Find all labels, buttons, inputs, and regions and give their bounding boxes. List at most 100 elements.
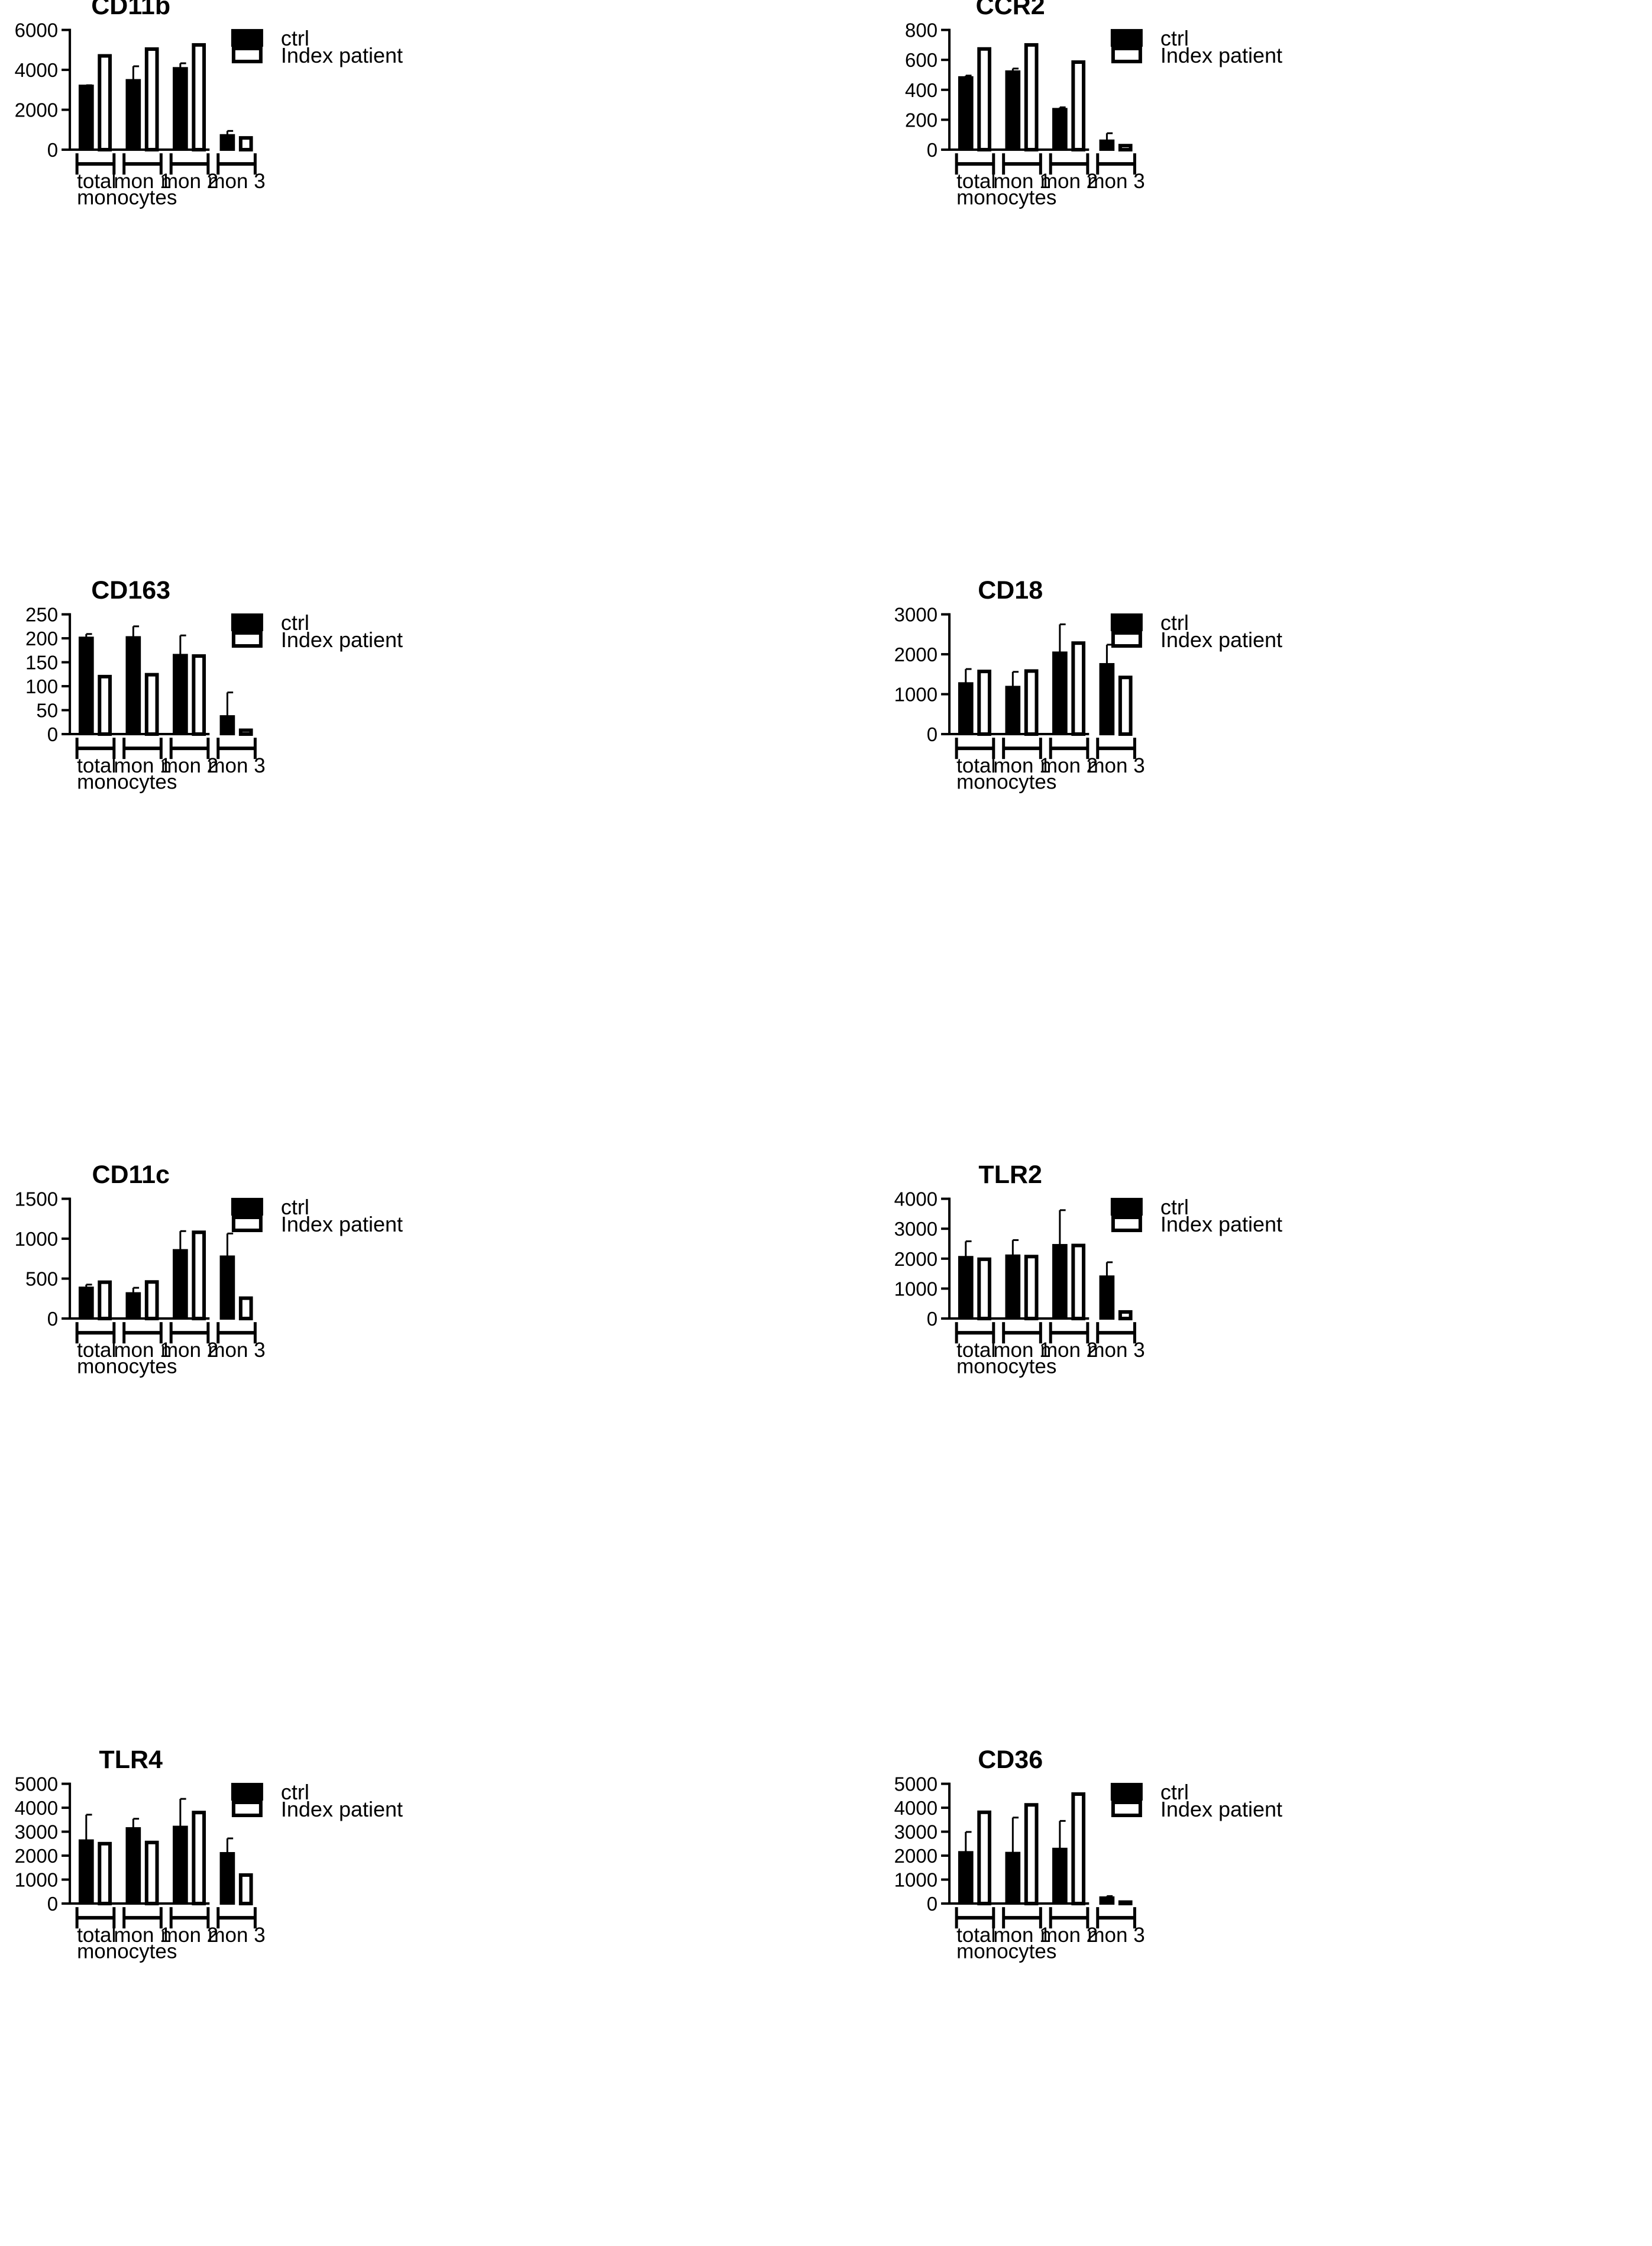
group-label: mon 1	[993, 1339, 1050, 1362]
bar-ctrl-4	[219, 715, 235, 736]
y-tick-label: 400	[905, 79, 937, 101]
legend-label-patient: Index patient	[1160, 1212, 1282, 1236]
y-tick-label: 2000	[894, 1845, 937, 1867]
bar-patient-4	[238, 136, 253, 152]
bar-ctrl-2	[125, 1292, 141, 1320]
group-label: monocytes	[77, 186, 177, 209]
legend-label-patient: Index patient	[281, 628, 403, 652]
y-tick-label: 0	[47, 139, 58, 161]
bar-patient-3	[192, 654, 206, 736]
group-label: mon 3	[208, 170, 265, 193]
legend-swatch-ctrl	[231, 1198, 263, 1216]
bar-patient-2	[144, 1280, 159, 1321]
group-label: mon 2	[161, 754, 218, 777]
bar-patient-2	[144, 47, 159, 152]
group-label: mon 1	[114, 754, 171, 777]
group-label: total	[77, 754, 116, 777]
group-label: mon 1	[114, 1339, 171, 1362]
bar-ctrl-4	[1099, 139, 1115, 151]
legend-swatch-ctrl	[1110, 1198, 1143, 1216]
chart-title: CCR2	[976, 0, 1045, 20]
y-tick-label: 1000	[894, 684, 937, 706]
bar-ctrl-2	[1005, 70, 1021, 151]
bar-ctrl-4	[219, 1255, 235, 1320]
y-tick-label: 0	[927, 723, 937, 745]
y-tick-label: 0	[47, 723, 58, 745]
group-label: monocytes	[956, 1355, 1056, 1378]
group-label: mon 1	[114, 1924, 171, 1947]
group-label: monocytes	[77, 770, 177, 793]
bar-ctrl-1	[958, 1256, 974, 1320]
y-tick-label: 3000	[894, 1821, 937, 1843]
group-label: mon 3	[208, 1339, 265, 1362]
y-tick-label: 50	[36, 700, 58, 722]
bar-patient-2	[1024, 1803, 1039, 1906]
chart-panel-cd36: CD36010002000300040005000totalmonocytesm…	[894, 1746, 1282, 1963]
bar-ctrl-3	[1052, 108, 1068, 151]
chart-title: CD163	[91, 576, 170, 605]
bar-ctrl-1	[78, 636, 94, 736]
bar-patient-1	[98, 54, 112, 152]
y-tick-label: 0	[927, 1893, 937, 1915]
group-label: mon 2	[161, 1924, 218, 1947]
bar-ctrl-2	[1005, 1851, 1021, 1905]
legend-label-patient: Index patient	[281, 1797, 403, 1821]
group-label: total	[77, 170, 116, 193]
y-tick-label: 200	[25, 628, 58, 649]
bar-patient-3	[1071, 60, 1086, 152]
bar-patient-4	[1118, 676, 1133, 736]
bar-patient-1	[98, 1841, 112, 1906]
group-label: mon 2	[1040, 1339, 1098, 1362]
y-tick-label: 2000	[894, 644, 937, 665]
group-label: mon 1	[114, 170, 171, 193]
legend-swatch-patient	[1111, 631, 1142, 648]
group-label: monocytes	[77, 1355, 177, 1378]
group-label: total	[956, 1924, 995, 1947]
legend-label-ctrl: ctrl	[1160, 1780, 1189, 1804]
bar-ctrl-2	[125, 1827, 141, 1905]
y-tick-label: 150	[25, 652, 58, 674]
legend-swatch-patient	[231, 1215, 263, 1232]
group-label: mon 2	[161, 1339, 218, 1362]
legend-label-ctrl: ctrl	[281, 610, 309, 635]
y-tick-label: 0	[927, 1308, 937, 1330]
bar-ctrl-3	[1052, 1847, 1068, 1905]
bar-ctrl-4	[1099, 1896, 1115, 1905]
y-tick-label: 3000	[15, 1821, 58, 1843]
bar-ctrl-1	[78, 85, 94, 151]
y-tick-label: 200	[905, 109, 937, 131]
bar-ctrl-4	[1099, 1275, 1115, 1320]
bar-patient-4	[238, 1873, 253, 1906]
bar-patient-1	[977, 670, 991, 736]
group-label: mon 1	[993, 754, 1050, 777]
bar-patient-1	[98, 674, 112, 736]
y-tick-label: 1500	[15, 1188, 58, 1210]
y-tick-label: 0	[47, 1893, 58, 1915]
y-tick-label: 4000	[15, 59, 58, 81]
legend-swatch-patient	[231, 631, 263, 648]
bar-ctrl-1	[78, 1287, 94, 1320]
bar-patient-2	[1024, 1255, 1039, 1321]
group-label: mon 3	[1087, 754, 1145, 777]
y-tick-label: 100	[25, 676, 58, 697]
bar-patient-2	[1024, 43, 1039, 152]
bar-ctrl-4	[219, 1852, 235, 1905]
bar-patient-4	[238, 1296, 253, 1321]
legend-label-patient: Index patient	[281, 1212, 403, 1236]
bar-ctrl-2	[125, 636, 141, 736]
bar-ctrl-1	[958, 76, 974, 151]
y-tick-label: 500	[25, 1268, 58, 1290]
chart-title: CD36	[978, 1746, 1043, 1774]
bar-patient-1	[977, 1810, 991, 1906]
y-tick-label: 2000	[15, 99, 58, 121]
bar-patient-3	[1071, 1792, 1086, 1906]
legend-swatch-ctrl	[231, 613, 263, 632]
legend-label-ctrl: ctrl	[1160, 610, 1189, 635]
bar-patient-3	[192, 1230, 206, 1321]
